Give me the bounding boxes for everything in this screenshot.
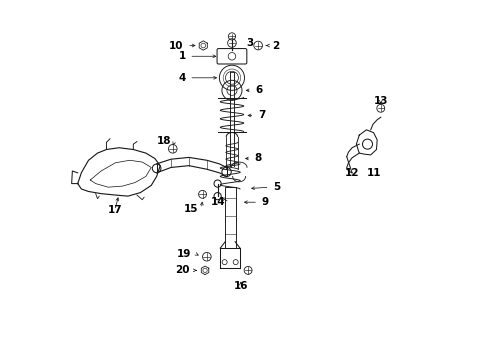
Text: 16: 16 — [233, 281, 247, 291]
Text: 3: 3 — [245, 38, 253, 48]
Text: 7: 7 — [258, 111, 265, 121]
Text: 19: 19 — [177, 248, 191, 258]
Text: 11: 11 — [366, 168, 381, 178]
Text: 12: 12 — [344, 168, 359, 178]
Text: 17: 17 — [107, 206, 122, 216]
Text: 14: 14 — [211, 197, 225, 207]
Text: 9: 9 — [261, 197, 268, 207]
Text: 2: 2 — [272, 41, 279, 50]
Text: 13: 13 — [373, 96, 387, 106]
Text: 4: 4 — [178, 73, 185, 83]
Text: 15: 15 — [183, 204, 198, 214]
Text: 6: 6 — [255, 85, 262, 95]
Bar — [224, 187, 235, 248]
Text: 10: 10 — [169, 41, 183, 50]
Text: 20: 20 — [175, 265, 190, 275]
Text: 1: 1 — [178, 51, 185, 61]
Text: 8: 8 — [254, 153, 261, 163]
Text: 18: 18 — [156, 136, 171, 146]
Text: 5: 5 — [273, 182, 280, 192]
